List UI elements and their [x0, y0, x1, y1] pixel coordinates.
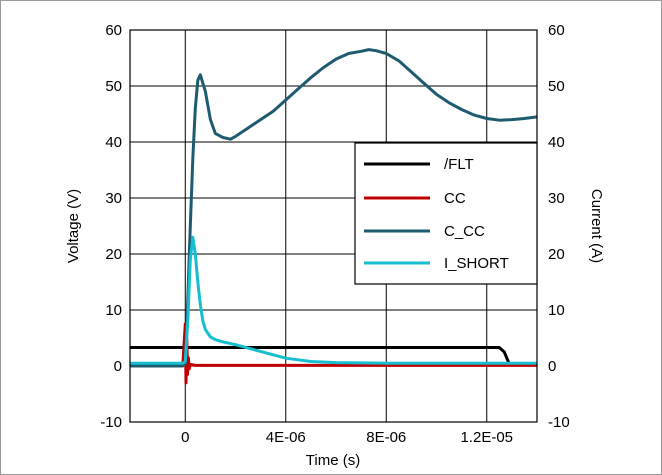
y-tick-label: 0 [114, 358, 122, 375]
legend-label: I_SHORT [444, 255, 509, 272]
y2-tick-label: 40 [548, 134, 565, 151]
y-tick-label: 40 [105, 134, 122, 151]
y-tick-label: 20 [105, 246, 122, 263]
tick-labels: 0 4E-06 8E-06 1.2E-05 -10 0 10 20 30 40 50 60 -10 0 10… [100, 22, 569, 446]
series-layer [130, 48, 537, 385]
y-tick-label: 10 [105, 302, 122, 319]
series-line-cc [130, 322, 537, 385]
legend: /FLT CC C_CC I_SHORT [354, 142, 538, 285]
y2-tick-label: 30 [548, 190, 565, 207]
x-tick-label: 0 [181, 429, 189, 446]
y-tick-label: 50 [105, 78, 122, 95]
y2-tick-label: -10 [548, 414, 570, 431]
x-tick-label: 1.2E-05 [460, 429, 513, 446]
legend-label: C_CC [444, 223, 485, 240]
y2-tick-label: 0 [548, 358, 556, 375]
legend-box [354, 142, 538, 285]
y-tick-label: -10 [100, 414, 122, 431]
x-tick-label: 8E-06 [366, 429, 406, 446]
y2-tick-label: 60 [548, 22, 565, 39]
x-tick-label: 4E-06 [266, 429, 306, 446]
series-line-ccc [130, 48, 537, 368]
y2-tick-label: 20 [548, 246, 565, 263]
x-axis-label: Time (s) [306, 452, 360, 469]
y2-tick-label: 10 [548, 302, 565, 319]
y-axis-label: Voltage (V) [65, 189, 82, 263]
legend-label: CC [444, 190, 466, 207]
legend-label: /FLT [444, 156, 474, 173]
y2-axis-label: Current (A) [588, 189, 605, 263]
series-line-ishort [130, 235, 537, 365]
y-tick-label: 30 [105, 190, 122, 207]
y-tick-label: 60 [105, 22, 122, 39]
y2-tick-label: 50 [548, 78, 565, 95]
